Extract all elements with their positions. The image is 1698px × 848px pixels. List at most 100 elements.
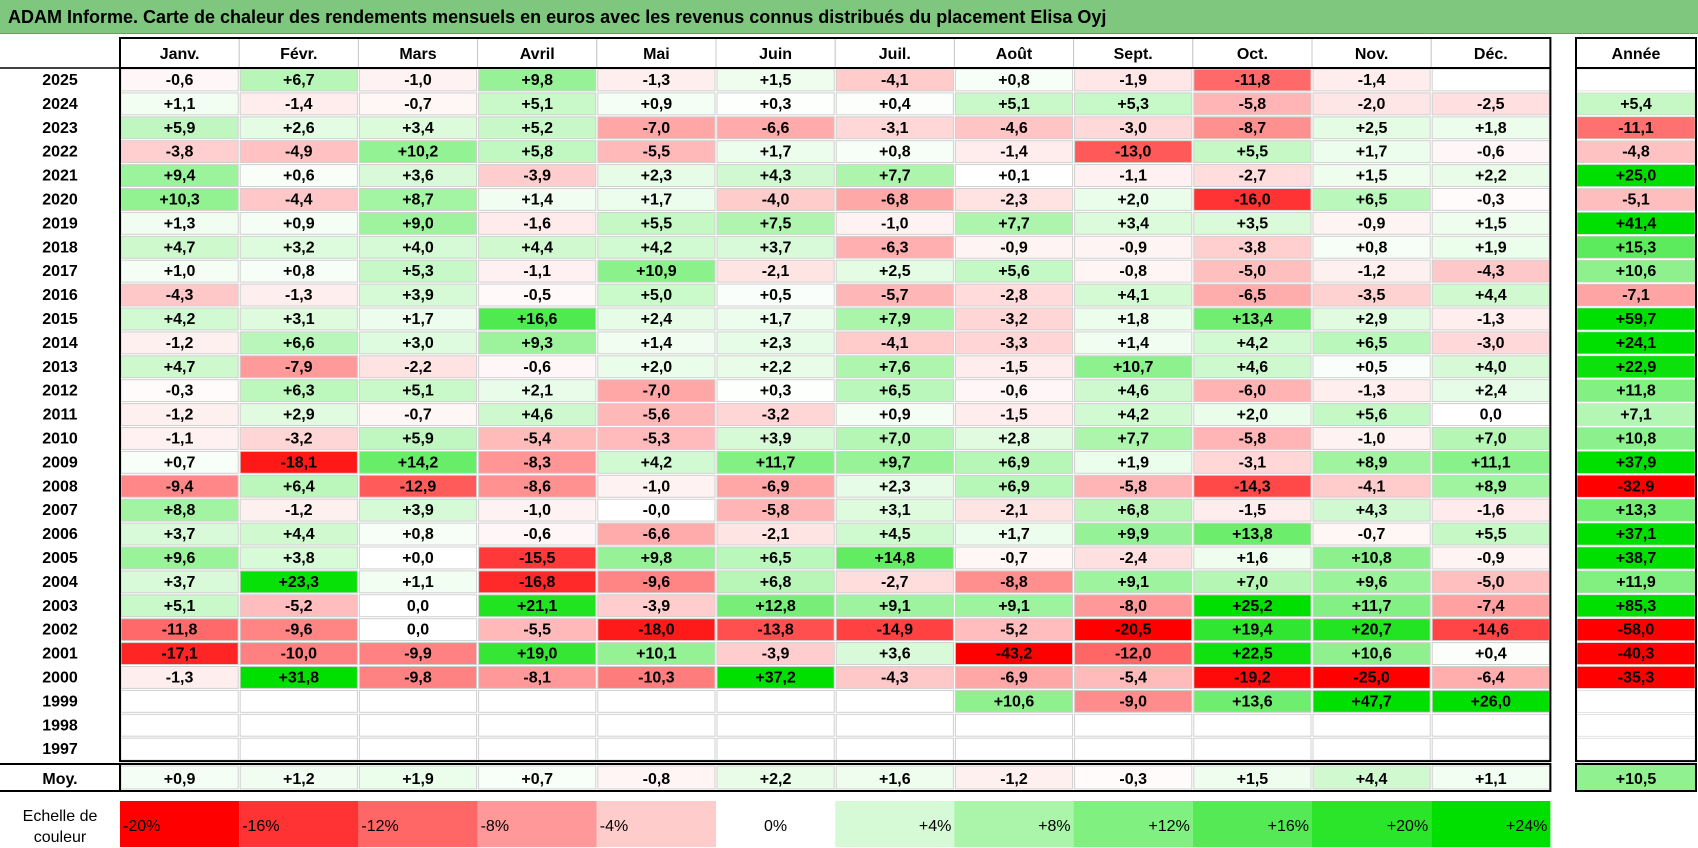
heatmap-cell <box>478 522 597 546</box>
heatmap-cell <box>478 283 597 307</box>
heatmap-cell <box>478 92 597 116</box>
annual-value: +10,6 <box>1616 263 1657 280</box>
cell-value: +5,1 <box>164 598 196 615</box>
cell-value: -1,2 <box>166 335 194 352</box>
heatmap-cell <box>358 474 478 498</box>
heatmap-cell <box>478 642 597 665</box>
average-cell <box>716 765 835 790</box>
heatmap-cell <box>1193 546 1312 570</box>
heatmap-cell <box>358 427 478 450</box>
cell-value: +6,4 <box>283 478 315 495</box>
heatmap-cell <box>239 666 358 689</box>
cell-value: -5,8 <box>762 502 790 519</box>
heatmap-cell <box>835 235 954 259</box>
heatmap-cell <box>597 737 716 761</box>
cell-value: -43,2 <box>996 646 1033 663</box>
cell-value: -0,9 <box>1358 215 1386 232</box>
heatmap-cell <box>1312 379 1431 403</box>
cell-value: -5,5 <box>643 144 671 161</box>
cell-value: -5,4 <box>1119 670 1147 687</box>
annual-average-value: +10,5 <box>1616 771 1657 788</box>
heatmap-cell <box>1193 259 1312 283</box>
annual-value: +59,7 <box>1616 311 1657 328</box>
heatmap-cell <box>1193 188 1312 211</box>
cell-value: -3,1 <box>881 120 909 137</box>
cell-value: -0,7 <box>1358 526 1386 543</box>
heatmap-cell <box>1074 450 1193 474</box>
average-value: -1,2 <box>1000 771 1028 788</box>
heatmap-cell <box>1312 403 1431 427</box>
color-scale-label-value: 0% <box>764 818 787 835</box>
heatmap-cell <box>239 642 358 665</box>
cell-value: -5,0 <box>1239 263 1267 280</box>
annual-value: -32,9 <box>1618 478 1655 495</box>
cell-value: -1,1 <box>1119 168 1147 185</box>
cell-value: +7,9 <box>879 311 911 328</box>
cell-value: +2,0 <box>641 359 673 376</box>
annual-cell <box>1576 737 1696 761</box>
heatmap-cell <box>1312 689 1431 713</box>
heatmap-cell <box>1431 427 1550 450</box>
cell-value: -9,6 <box>643 574 671 591</box>
heatmap-cell <box>1312 355 1431 379</box>
year-label: 2023 <box>42 120 78 137</box>
heatmap-cell <box>1193 331 1312 355</box>
cell-value: -9,9 <box>404 646 432 663</box>
cell-value: -1,0 <box>523 502 551 519</box>
cell-value: +7,7 <box>879 168 911 185</box>
cell-value: +4,2 <box>1237 335 1269 352</box>
heatmap-cell <box>1312 427 1431 450</box>
heatmap-cell <box>954 737 1074 761</box>
color-scale-swatch <box>596 801 716 847</box>
heatmap-cell <box>597 235 716 259</box>
heatmap-cell <box>597 713 716 737</box>
heatmap-cell <box>1312 116 1431 140</box>
heatmap-cell <box>478 259 597 283</box>
heatmap-cell <box>1431 403 1550 427</box>
heatmap-cell <box>716 642 835 665</box>
cell-value: -0,9 <box>1000 239 1028 256</box>
cell-value: -0,7 <box>1000 550 1028 567</box>
heatmap-cell <box>1193 92 1312 116</box>
cell-value: +0,8 <box>283 263 315 280</box>
heatmap-cell <box>954 140 1074 164</box>
cell-value: +3,1 <box>879 502 911 519</box>
cell-value: +1,4 <box>521 192 553 209</box>
cell-value: -4,3 <box>881 670 909 687</box>
heatmap-cell <box>478 379 597 403</box>
cell-value: -6,6 <box>643 526 671 543</box>
heatmap-cell <box>835 188 954 211</box>
heatmap-cell <box>1312 618 1431 642</box>
month-header: Déc. <box>1474 46 1508 63</box>
cell-value: +1,5 <box>1356 168 1388 185</box>
heatmap-cell <box>597 427 716 450</box>
cell-value: -0,6 <box>523 359 551 376</box>
heatmap-cell <box>954 379 1074 403</box>
heatmap-cell <box>954 283 1074 307</box>
cell-value: +4,5 <box>879 526 911 543</box>
year-label: 2024 <box>42 96 78 113</box>
year-label: 2012 <box>42 383 78 400</box>
annual-value: +25,0 <box>1616 168 1657 185</box>
cell-value: -0,3 <box>1477 192 1505 209</box>
cell-value: +11,7 <box>756 454 796 471</box>
cell-value: -4,1 <box>881 72 909 89</box>
heatmap-cell <box>1312 450 1431 474</box>
cell-value: +10,1 <box>636 646 677 663</box>
heatmap-cell <box>358 259 478 283</box>
heatmap-cell <box>716 164 835 188</box>
average-value: -0,8 <box>643 771 671 788</box>
heatmap-cell <box>1431 594 1550 618</box>
cell-value: -0,6 <box>166 72 194 89</box>
cell-value: +9,1 <box>1117 574 1149 591</box>
annual-value: +37,9 <box>1616 454 1657 471</box>
cell-value: 0,0 <box>407 598 429 615</box>
color-scale-label-value: +12% <box>1148 818 1189 835</box>
average-cell <box>239 765 358 790</box>
year-label: 2007 <box>42 502 78 519</box>
cell-value: +3,0 <box>402 335 434 352</box>
cell-value: -1,6 <box>1477 502 1505 519</box>
cell-value: +3,9 <box>402 502 434 519</box>
cell-value: -13,0 <box>1115 144 1152 161</box>
heatmap-cell <box>716 666 835 689</box>
